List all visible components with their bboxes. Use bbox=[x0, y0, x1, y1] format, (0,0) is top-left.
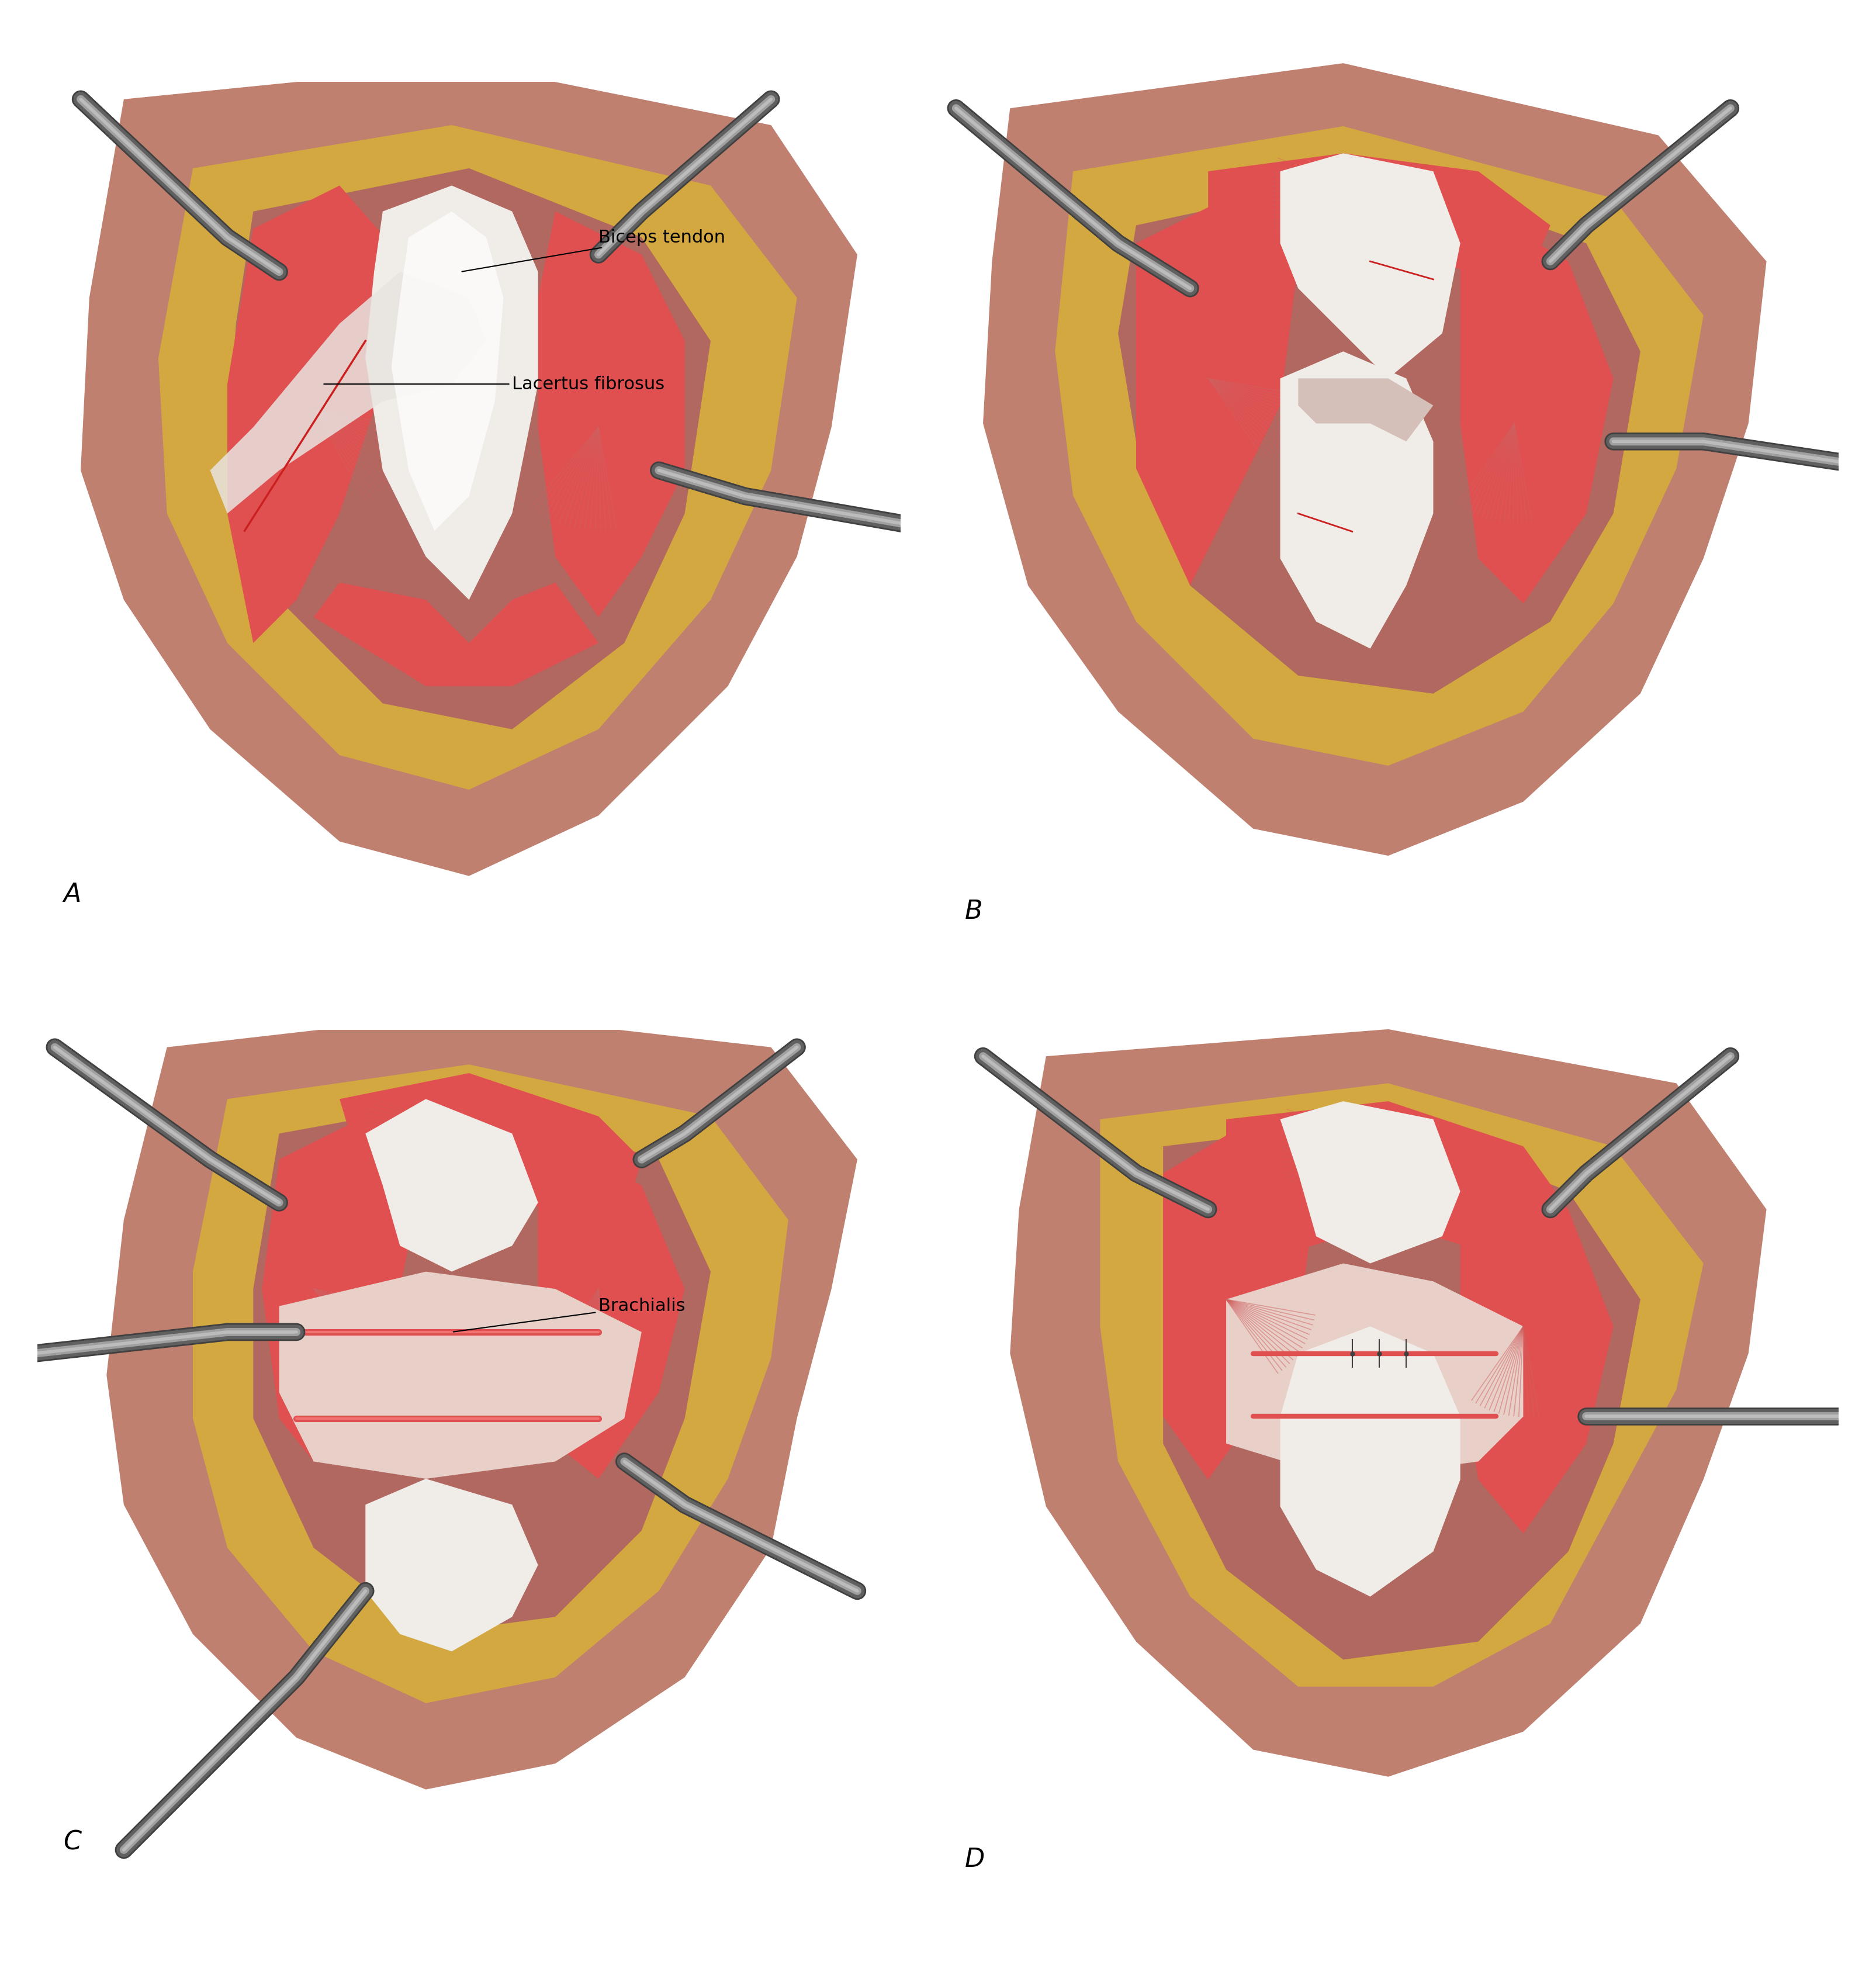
Polygon shape bbox=[193, 1065, 788, 1702]
Polygon shape bbox=[538, 1134, 685, 1479]
Polygon shape bbox=[253, 1098, 711, 1633]
Text: D: D bbox=[964, 1847, 985, 1872]
Polygon shape bbox=[366, 1479, 538, 1651]
Polygon shape bbox=[1208, 154, 1550, 288]
Polygon shape bbox=[227, 168, 711, 729]
Polygon shape bbox=[1279, 154, 1460, 379]
Polygon shape bbox=[1279, 352, 1433, 648]
Polygon shape bbox=[107, 1013, 857, 1789]
Polygon shape bbox=[263, 1116, 426, 1462]
Polygon shape bbox=[1298, 379, 1433, 442]
Text: Biceps tendon: Biceps tendon bbox=[461, 229, 726, 273]
Polygon shape bbox=[340, 1072, 642, 1221]
Text: A: A bbox=[64, 883, 81, 907]
Polygon shape bbox=[366, 1098, 538, 1272]
Polygon shape bbox=[1009, 1029, 1767, 1778]
Polygon shape bbox=[1279, 1327, 1460, 1596]
Polygon shape bbox=[280, 1272, 642, 1479]
Polygon shape bbox=[210, 273, 486, 514]
Polygon shape bbox=[1227, 1102, 1568, 1264]
Polygon shape bbox=[1163, 1120, 1317, 1479]
Polygon shape bbox=[1137, 198, 1298, 585]
Polygon shape bbox=[1099, 1082, 1703, 1687]
Polygon shape bbox=[366, 186, 538, 600]
Polygon shape bbox=[1118, 172, 1640, 693]
Polygon shape bbox=[538, 211, 685, 616]
Polygon shape bbox=[1054, 126, 1703, 766]
Polygon shape bbox=[1460, 198, 1613, 604]
Polygon shape bbox=[313, 583, 598, 685]
Polygon shape bbox=[983, 63, 1767, 855]
Text: C: C bbox=[64, 1831, 81, 1855]
Text: Brachialis: Brachialis bbox=[454, 1298, 685, 1331]
Polygon shape bbox=[1163, 1120, 1640, 1659]
Polygon shape bbox=[1227, 1264, 1523, 1479]
Polygon shape bbox=[81, 65, 857, 877]
Polygon shape bbox=[1460, 1146, 1613, 1533]
Polygon shape bbox=[158, 124, 797, 790]
Polygon shape bbox=[227, 186, 400, 644]
Text: B: B bbox=[964, 899, 983, 924]
Polygon shape bbox=[392, 211, 503, 531]
Text: Lacertus fibrosus: Lacertus fibrosus bbox=[325, 375, 664, 393]
Polygon shape bbox=[1279, 1102, 1460, 1264]
